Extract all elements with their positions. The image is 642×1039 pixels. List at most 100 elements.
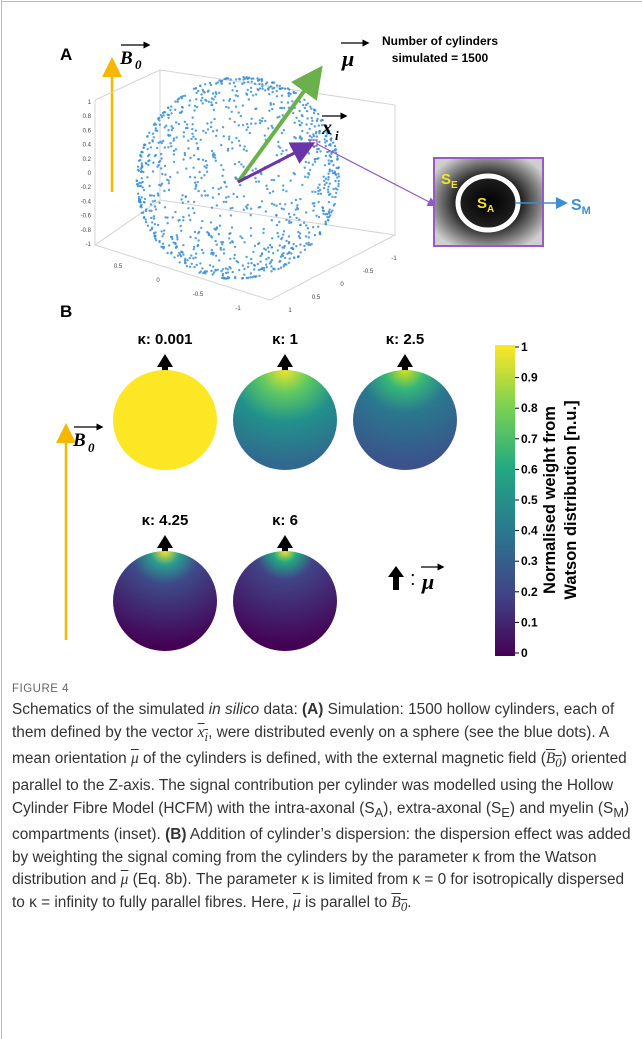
scatter-dot [222,99,224,101]
scatter-dot [207,128,209,130]
scatter-dot [193,212,195,214]
scatter-dot [235,78,237,80]
scatter-dot [163,229,165,231]
scatter-dot [298,218,300,220]
scatter-dot [261,200,263,202]
scatter-dot [141,177,143,179]
scatter-dot [311,120,313,122]
scatter-dot [213,109,215,111]
scatter-dot [304,167,306,169]
scatter-dot [175,121,177,123]
scatter-dot [273,87,275,89]
scatter-dot [147,164,149,166]
scatter-dot [227,148,229,150]
scatter-dot [187,207,189,209]
scatter-dot [210,121,212,123]
scatter-dot [337,185,339,187]
scatter-dot [325,155,327,157]
scatter-dot [327,178,329,180]
scatter-dot [239,144,241,146]
scatter-dot [323,210,325,212]
scatter-dot [257,263,259,265]
scatter-dot [301,122,303,124]
caption-symbol: μ [131,750,139,767]
scatter-dot [168,182,170,184]
sphere [353,370,457,470]
scatter-dot [153,217,155,219]
colorbar-tick-label: 0.1 [521,615,538,629]
scatter-dot [295,117,297,119]
y-tick-label: 1 [288,308,292,314]
scatter-dot [251,81,253,83]
scatter-dot [163,190,165,192]
scatter-dot [264,89,266,91]
count-note: simulated = 1500 [392,51,489,65]
scatter-dot [187,201,189,203]
scatter-dot [254,177,256,179]
scatter-dot [278,145,280,147]
scatter-dot [161,183,163,185]
colorbar-tick-label: 0.3 [521,554,538,568]
scatter-dot [279,88,281,90]
legend-separator: : [410,568,416,590]
scatter-dot [246,94,248,96]
scatter-dot [308,173,310,175]
colorbar-ticks: 10.90.80.70.60.50.40.30.20.10 [515,340,538,660]
scatter-dot [227,196,229,198]
scatter-dot [147,148,149,150]
legend-arrow [388,566,404,590]
scatter-dot [234,277,236,279]
scatter-dot [234,254,236,256]
scatter-dot [198,171,200,173]
scatter-dot [180,230,182,232]
scatter-dot [155,239,157,241]
scatter-dot [173,137,175,139]
scatter-dot [314,234,316,236]
scatter-dot [252,169,254,171]
scatter-dot [191,133,193,135]
scatter-dot [222,169,224,171]
colorbar-tick-label: 0.4 [521,524,538,538]
scatter-dot [164,216,166,218]
scatter-dot [272,190,274,192]
scatter-dot [205,167,207,169]
colorbar-tick-label: 0 [521,646,528,660]
scatter-dot [306,110,308,112]
scatter-dot [229,258,231,260]
inset-subscript: M [582,205,591,217]
scatter-dot [336,167,338,169]
scatter-dot [156,166,158,168]
scatter-dot [258,180,260,182]
scatter-dot [338,180,340,182]
scatter-dot [183,131,185,133]
caption-text: (A) [302,701,323,718]
scatter-dot [197,239,199,241]
scatter-dot [245,256,247,258]
scatter-dot [211,150,213,152]
scatter-dot [233,100,235,102]
scatter-dot [230,78,232,80]
y-tick-label: -1 [391,256,397,262]
scatter-dot [229,98,231,100]
scatter-dot [145,162,147,164]
scatter-dot [148,132,150,134]
scatter-dot [261,253,263,255]
scatter-dot [142,171,144,173]
scatter-dot [332,164,334,166]
page: A B 0 μ x i Number of cylinders simulate… [0,0,642,1039]
caption-symbol: x [198,724,205,741]
scatter-dot [233,257,235,259]
scatter-dot [288,235,290,237]
scatter-dot [217,269,219,271]
scatter-dot [263,228,265,230]
scatter-dot [197,181,199,183]
scatter-dot [166,114,168,116]
scatter-dot [305,161,307,163]
scatter-dot [145,218,147,220]
kappa-label: κ: 2.5 [386,331,424,348]
scatter-dot [271,203,273,205]
scatter-dot [267,88,269,90]
inset-subscript: E [451,180,458,191]
z-tick-label: 0.8 [83,114,92,120]
scatter-dot [265,249,267,251]
